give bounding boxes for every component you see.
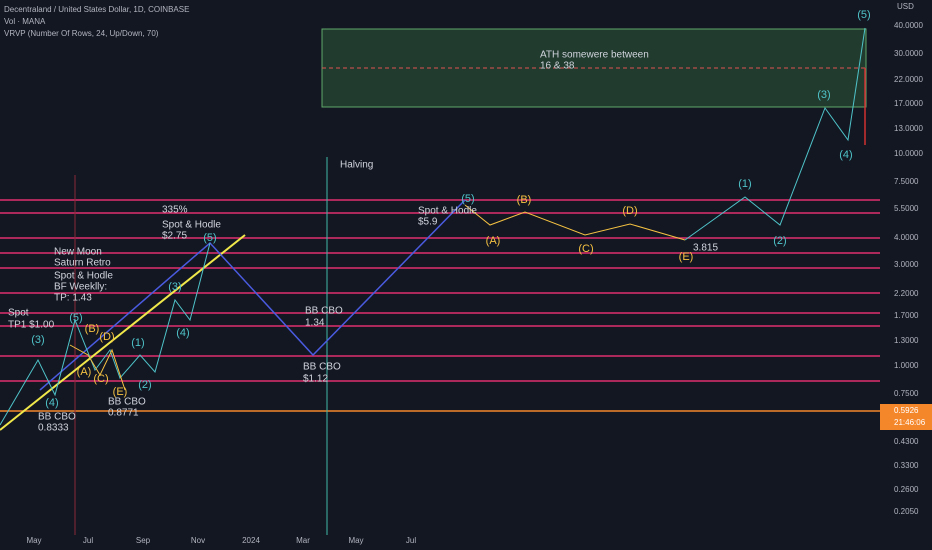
annotation: 0.8771 (108, 408, 139, 419)
correction-label: (D) (622, 205, 637, 217)
price-label: 5.5000 (894, 204, 919, 213)
wave-label: (1) (738, 178, 751, 190)
wave-label: (2) (773, 235, 786, 247)
wave-label: (3) (817, 89, 830, 101)
annotation: 0.8333 (38, 423, 69, 434)
price-axis (880, 0, 932, 550)
annotation: BF Weeklly: (54, 282, 107, 293)
annotation: TP1 $1.00 (8, 320, 55, 331)
price-label: 0.4300 (894, 437, 919, 446)
price-label: 3.0000 (894, 260, 919, 269)
correction-label: (E) (113, 386, 128, 398)
annotation: New Moon (54, 247, 102, 258)
wave-label: (5) (461, 193, 474, 205)
annotation: 335% (162, 205, 188, 216)
time-label: Nov (191, 536, 205, 545)
wave-label: (5) (69, 312, 82, 324)
price-label: 1.7000 (894, 311, 919, 320)
price-label: 30.0000 (894, 49, 923, 58)
annotation: TP: 1.43 (54, 293, 92, 304)
price-label: 7.5000 (894, 177, 919, 186)
correction-label: (B) (517, 194, 532, 206)
correction-label: (D) (99, 331, 114, 343)
annotation: Spot (8, 308, 29, 319)
wave-label: (2) (138, 379, 151, 391)
correction-label: (C) (578, 243, 593, 255)
wave-label: (1) (131, 337, 144, 349)
correction-label: (A) (486, 235, 501, 247)
price-label: 2.2000 (894, 289, 919, 298)
last-price: 0.5926 (894, 406, 919, 415)
annotation: BB CBO (108, 397, 146, 408)
time-label: Jul (83, 536, 93, 545)
correction-label: (C) (93, 373, 108, 385)
price-label: 1.3000 (894, 336, 919, 345)
correction-label: (B) (85, 323, 100, 335)
price-label: 4.0000 (894, 233, 919, 242)
wave-label: (5) (203, 232, 216, 244)
wave-label: (3) (168, 281, 181, 293)
correction-label: (A) (77, 366, 92, 378)
price-label: 0.2050 (894, 507, 919, 516)
price-label: 1.0000 (894, 361, 919, 370)
price-label: 22.0000 (894, 75, 923, 84)
target-zone (321, 28, 867, 108)
price-label: 40.0000 (894, 21, 923, 30)
wave-label: (4) (176, 327, 189, 339)
wave-label: (3) (31, 334, 44, 346)
annotation: 16 & 38 (540, 61, 575, 72)
price-label: 0.3300 (894, 461, 919, 470)
drawings (0, 27, 866, 431)
annotation: BB CBO (38, 412, 76, 423)
price-label: 13.0000 (894, 124, 923, 133)
annotation: Halving (340, 160, 373, 171)
price-label: 0.2600 (894, 485, 919, 494)
volume: Vol · MANA (4, 17, 46, 26)
last-price-badge (880, 404, 932, 430)
annotation: Spot & Hodle (54, 271, 113, 282)
annotation: 3.815 (693, 243, 718, 254)
price-label: 0.7500 (894, 389, 919, 398)
currency: USD (897, 2, 914, 11)
time-label: May (26, 536, 41, 545)
time-label: 2024 (242, 536, 260, 545)
annotation: $5.9 (418, 217, 438, 228)
wave-label: (4) (839, 149, 852, 161)
annotation: ATH somewere between (540, 50, 649, 61)
indicator: VRVP (Number Of Rows, 24, Up/Down, 70) (4, 29, 159, 38)
annotation: $1.12 (303, 374, 328, 385)
time-label: Mar (296, 536, 310, 545)
wave-label: (5) (857, 9, 870, 21)
annotation: Saturn Retro (54, 258, 111, 269)
symbol: Decentraland / United States Dollar, 1D,… (4, 5, 189, 14)
annotation: Spot & Hodle (162, 220, 221, 231)
correction-label: (E) (679, 251, 694, 263)
countdown: 21:46:06 (894, 418, 926, 427)
annotation: BB CBO (303, 362, 341, 373)
annotation: Spot & Hodle (418, 206, 477, 217)
time-label: Sep (136, 536, 151, 545)
time-label: May (348, 536, 363, 545)
annotation: $2.75 (162, 231, 187, 242)
annotation: 1.34 (305, 318, 325, 329)
price-label: 10.0000 (894, 149, 923, 158)
wave-label: (4) (45, 397, 58, 409)
time-label: Jul (406, 536, 416, 545)
price-label: 17.0000 (894, 99, 923, 108)
annotation: BB CBO (305, 306, 343, 317)
